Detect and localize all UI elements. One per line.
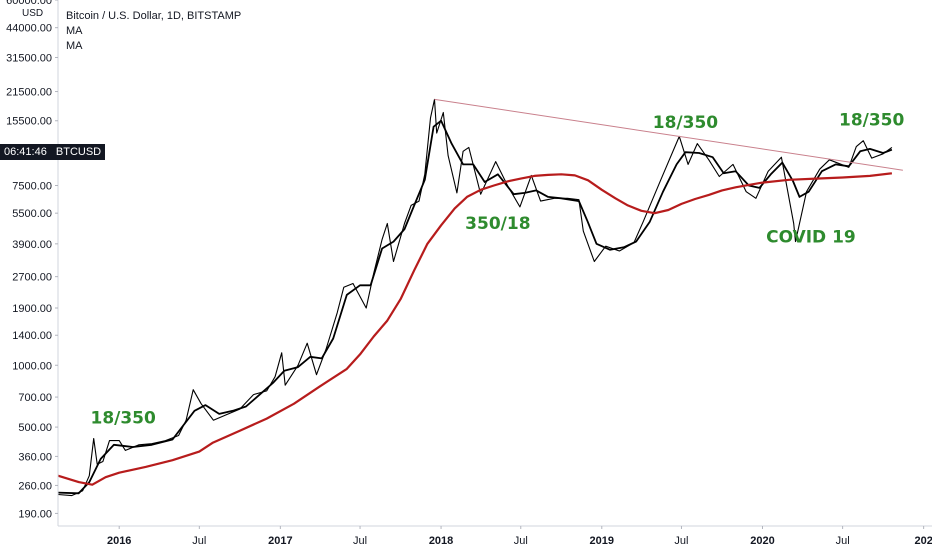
price-axis[interactable]: 60000.00 44000.00 31500.00 21500.00 15500.00… bbox=[6, 0, 59, 526]
annotation-label: 18/350 bbox=[90, 409, 156, 429]
price-series bbox=[57, 98, 893, 497]
trendline bbox=[434, 98, 903, 171]
last-price-badge: 06:41:46 BTCUSD bbox=[0, 144, 106, 160]
indicator-ma-2[interactable]: MA bbox=[66, 40, 83, 52]
chart-title[interactable]: Bitcoin / U.S. Dollar, 1D, BITSTAMP bbox=[66, 10, 242, 22]
annotations: 18/350 350/18 18/350 COVID 19 18/350 bbox=[90, 110, 904, 428]
y-tick-label: 31500.00 bbox=[6, 52, 52, 64]
x-tick-label: 2020 bbox=[750, 535, 774, 547]
y-tick-label: 21500.00 bbox=[6, 87, 52, 99]
y-tick-label: 7500.00 bbox=[12, 181, 52, 193]
y-tick-label: 5500.00 bbox=[12, 208, 52, 220]
x-tick-label: Jul bbox=[192, 535, 206, 547]
y-tick-label: 44000.00 bbox=[6, 23, 52, 35]
y-tick-label: 260.00 bbox=[18, 480, 52, 492]
y-tick-label: 500.00 bbox=[18, 422, 52, 434]
bar-countdown: 06:41:46 bbox=[4, 146, 47, 158]
symbol-label: BTCUSD bbox=[55, 146, 102, 158]
y-tick-label: 1400.00 bbox=[12, 330, 52, 342]
y-tick-label: 700.00 bbox=[18, 392, 52, 404]
y-tick-label: 190.00 bbox=[18, 508, 52, 520]
x-tick-label: Jul bbox=[836, 535, 850, 547]
x-tick-label: 2016 bbox=[107, 535, 131, 547]
x-tick-label: Jul bbox=[674, 535, 688, 547]
chart-legend: Bitcoin / U.S. Dollar, 1D, BITSTAMP MA M… bbox=[66, 9, 241, 54]
x-tick-label: Jul bbox=[353, 535, 367, 547]
slow-ma-series bbox=[57, 172, 893, 486]
x-tick-label: 2019 bbox=[590, 535, 614, 547]
y-tick-label: 3900.00 bbox=[12, 239, 52, 251]
y-tick-label: 1000.00 bbox=[12, 360, 52, 372]
annotation-label: 18/350 bbox=[839, 110, 905, 130]
y-tick-label: 2700.00 bbox=[12, 272, 52, 284]
annotation-label: 350/18 bbox=[465, 214, 530, 234]
y-tick-label: 1900.00 bbox=[12, 303, 52, 315]
x-tick-label: 2018 bbox=[429, 535, 453, 547]
time-axis[interactable]: 2016 Jul 2017 Jul 2018 Jul 2019 Jul 2020 Jul 202 bbox=[58, 525, 932, 547]
annotation-label: COVID 19 bbox=[766, 228, 856, 248]
series-layer bbox=[57, 98, 903, 497]
annotation-label: 18/350 bbox=[653, 113, 719, 133]
x-tick-label: 202 bbox=[914, 535, 932, 547]
x-tick-label: Jul bbox=[514, 535, 528, 547]
unit-label: USD bbox=[22, 8, 44, 19]
indicator-ma-1[interactable]: MA bbox=[66, 25, 83, 37]
x-tick-label: 2017 bbox=[268, 535, 292, 547]
y-tick-label: 15500.00 bbox=[6, 116, 52, 128]
y-tick-label: 360.00 bbox=[18, 451, 52, 463]
fast-ma-series bbox=[57, 119, 893, 495]
y-tick-label: 60000.00 bbox=[6, 0, 52, 7]
